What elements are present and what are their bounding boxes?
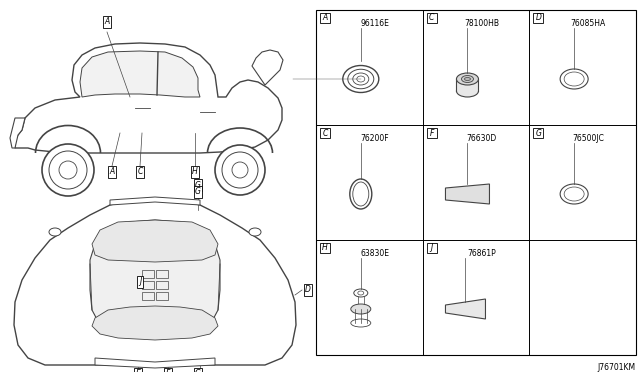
Ellipse shape (560, 184, 588, 204)
Polygon shape (445, 299, 486, 319)
Ellipse shape (560, 69, 588, 89)
Text: J: J (431, 244, 433, 253)
Text: 76630D: 76630D (466, 134, 497, 143)
Bar (320, 128, 330, 138)
Text: G: G (536, 128, 541, 138)
Bar (156, 292, 168, 300)
Text: F: F (166, 369, 170, 372)
Bar (142, 281, 154, 289)
Text: C: C (138, 167, 143, 176)
Ellipse shape (249, 228, 261, 236)
Bar (533, 13, 543, 23)
Bar (427, 13, 436, 23)
Text: A: A (323, 13, 328, 22)
Bar (456, 79, 479, 91)
Bar (427, 243, 436, 253)
Bar (320, 13, 330, 23)
Text: F: F (429, 128, 434, 138)
Text: A: A (109, 167, 115, 176)
Text: C: C (429, 13, 435, 22)
Ellipse shape (348, 69, 374, 89)
Bar (316, 10, 636, 355)
Text: G: G (195, 369, 201, 372)
Ellipse shape (461, 76, 474, 83)
Text: C: C (323, 128, 328, 138)
Ellipse shape (456, 85, 479, 97)
Polygon shape (252, 50, 283, 85)
Polygon shape (445, 184, 490, 204)
Text: 96116E: 96116E (360, 19, 389, 28)
Text: J: J (139, 278, 141, 286)
Bar (142, 292, 154, 300)
Polygon shape (14, 198, 296, 365)
Text: G: G (195, 187, 201, 196)
Polygon shape (80, 51, 200, 97)
Ellipse shape (456, 73, 479, 85)
Text: 78100HB: 78100HB (464, 19, 499, 28)
Text: 76200F: 76200F (360, 134, 389, 143)
Ellipse shape (49, 228, 61, 236)
Polygon shape (92, 306, 218, 340)
Text: E: E (136, 369, 140, 372)
Ellipse shape (465, 77, 470, 80)
Bar (427, 128, 436, 138)
Ellipse shape (350, 179, 372, 209)
Ellipse shape (351, 319, 371, 327)
Bar (156, 281, 168, 289)
Polygon shape (15, 43, 282, 153)
Polygon shape (110, 197, 200, 205)
Text: A: A (104, 17, 109, 26)
Text: 76861P: 76861P (467, 249, 496, 258)
Text: D: D (536, 13, 541, 22)
Text: G: G (195, 180, 201, 189)
Bar (533, 128, 543, 138)
Ellipse shape (351, 304, 371, 314)
Ellipse shape (215, 145, 265, 195)
Polygon shape (95, 358, 215, 368)
Ellipse shape (42, 144, 94, 196)
Text: 76500JC: 76500JC (572, 134, 604, 143)
Text: 76085HA: 76085HA (570, 19, 605, 28)
Bar (156, 270, 168, 278)
Text: D: D (305, 285, 311, 295)
Text: H: H (322, 244, 328, 253)
Polygon shape (90, 220, 220, 338)
Bar (142, 270, 154, 278)
Ellipse shape (354, 289, 368, 297)
Text: J76701KM: J76701KM (598, 363, 636, 372)
Polygon shape (92, 220, 218, 262)
Bar (320, 243, 330, 253)
Polygon shape (10, 118, 25, 148)
Text: 63830E: 63830E (360, 249, 389, 258)
Text: H: H (192, 167, 198, 176)
